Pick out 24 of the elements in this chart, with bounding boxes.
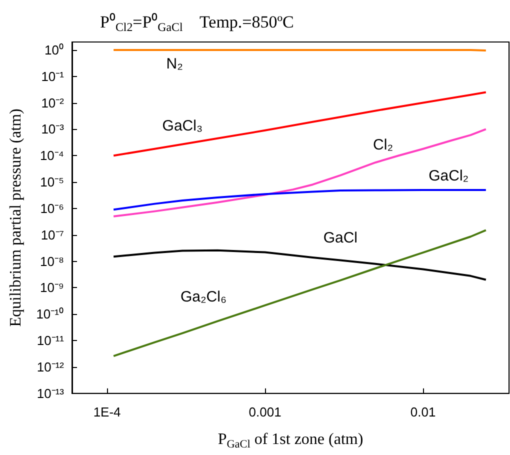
y-tick-label: 10⁻⁶ <box>40 200 64 216</box>
series-label: GaCl <box>323 230 358 247</box>
series-label: Ga₂Cl₆ <box>180 288 227 306</box>
y-tick-label: 10⁻¹⁰ <box>36 306 64 322</box>
y-axis-title: Equilibrium partial pressure (atm) <box>8 108 24 327</box>
y-tick-label: 10⁻¹¹ <box>36 333 65 348</box>
y-tick-label: 10⁻⁸ <box>40 254 64 269</box>
series-label: N₂ <box>166 55 184 72</box>
y-tick-label: 10⁻⁴ <box>40 148 64 164</box>
series-label: Cl₂ <box>373 136 394 154</box>
y-tick-label: 10⁻⁵ <box>40 174 64 190</box>
series-label: GaCl₃ <box>162 118 203 135</box>
x-tick-label: 0.01 <box>410 404 436 420</box>
y-tick-label: 10⁻¹² <box>36 359 65 374</box>
y-tick-label: 10⁻⁹ <box>40 280 64 296</box>
y-tick-label: 10⁻¹ <box>41 68 65 84</box>
y-tick-label: 10⁻² <box>41 95 65 110</box>
x-tick-label: 0.001 <box>248 404 282 420</box>
series-label: GaCl₂ <box>428 168 469 184</box>
x-tick-label: 1E-4 <box>93 404 121 420</box>
y-tick-label: 10⁻¹³ <box>36 386 65 401</box>
y-tick-label: 10⁻³ <box>41 122 65 137</box>
y-tick-label: 10⁻⁷ <box>40 227 64 242</box>
y-tick-label: 10⁰ <box>44 42 64 58</box>
